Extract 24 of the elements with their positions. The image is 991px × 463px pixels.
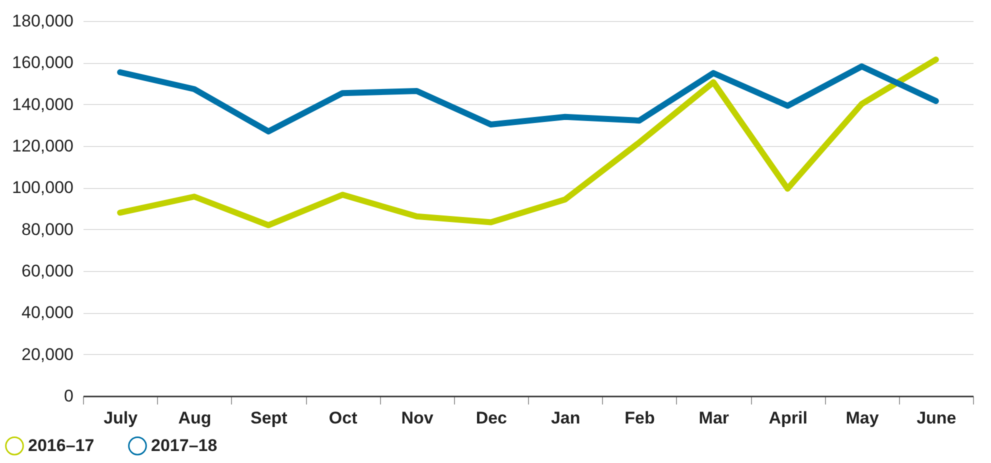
y-tick-label: 80,000 xyxy=(22,220,74,239)
x-tick-label: April xyxy=(768,408,808,428)
legend-label: 2016–17 xyxy=(28,436,94,455)
x-tick-label: Aug xyxy=(178,408,212,428)
y-tick-label: 160,000 xyxy=(12,53,74,72)
x-tick-label: June xyxy=(916,408,956,428)
x-tick-label: May xyxy=(846,408,880,428)
y-tick-label: 120,000 xyxy=(12,136,74,156)
y-tick-label: 20,000 xyxy=(22,344,74,364)
x-tick-label: Oct xyxy=(328,408,358,428)
x-tick-label: July xyxy=(104,408,138,428)
y-tick-label: 0 xyxy=(64,386,74,406)
x-tick-label: Feb xyxy=(624,408,655,428)
x-tick-label: Nov xyxy=(401,408,434,428)
y-tick-label: 40,000 xyxy=(22,303,74,322)
x-tick-label: Mar xyxy=(698,408,730,428)
y-tick-label: 100,000 xyxy=(12,178,74,198)
y-tick-label: 180,000 xyxy=(12,12,74,30)
x-tick-label: Sept xyxy=(250,408,288,428)
y-tick-label: 60,000 xyxy=(22,262,74,280)
x-tick-label: Jan xyxy=(550,408,580,428)
y-tick-label: 140,000 xyxy=(12,94,74,114)
legend-label: 2017–18 xyxy=(151,436,218,455)
x-tick-label: Dec xyxy=(476,408,508,428)
